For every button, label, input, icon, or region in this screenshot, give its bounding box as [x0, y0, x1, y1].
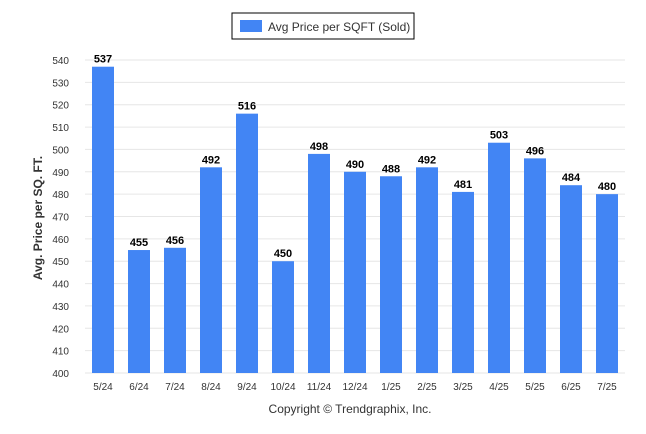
x-tick-label: 8/24: [201, 382, 221, 393]
x-tick-label: 12/24: [342, 382, 367, 393]
x-tick-label: 10/24: [270, 382, 295, 393]
y-tick-label: 540: [52, 56, 69, 67]
bar: [344, 171, 366, 373]
x-tick-label: 11/24: [307, 382, 332, 393]
y-tick-label: 530: [52, 78, 69, 89]
bars: [92, 66, 618, 374]
data-label: 455: [130, 237, 148, 249]
y-tick-label: 460: [52, 235, 69, 246]
bar: [308, 153, 330, 373]
x-tick-label: 5/24: [93, 382, 113, 393]
data-label: 481: [454, 179, 472, 191]
bar: [200, 167, 222, 373]
data-label: 484: [562, 172, 581, 184]
bar: [92, 66, 114, 373]
bar: [380, 176, 402, 373]
x-tick-label: 2/25: [417, 382, 437, 393]
data-label: 496: [526, 145, 544, 157]
bar: [272, 261, 294, 373]
bar: [524, 158, 546, 373]
bar: [560, 185, 582, 373]
y-tick-label: 410: [52, 347, 69, 358]
x-tick-label: 7/25: [597, 382, 617, 393]
data-label: 488: [382, 163, 400, 175]
x-tick-label: 3/25: [453, 382, 473, 393]
y-tick-label: 420: [52, 324, 69, 335]
y-axis-label: Avg. Price per SQ. FT.: [31, 156, 45, 280]
bar: [452, 191, 474, 373]
bar: [128, 250, 150, 373]
legend: Avg Price per SQFT (Sold): [231, 12, 415, 40]
data-label: 537: [94, 54, 112, 66]
x-tick-label: 1/25: [381, 382, 401, 393]
bar: [236, 113, 258, 374]
legend-swatch: [240, 20, 262, 32]
x-tick-label: 6/25: [561, 382, 581, 393]
x-tick-label: 4/25: [489, 382, 509, 393]
copyright-footer: Copyright © Trendgraphix, Inc.: [269, 402, 432, 416]
y-tick-label: 520: [52, 101, 69, 112]
y-tick-label: 470: [52, 213, 69, 224]
x-tick-label: 9/24: [237, 382, 257, 393]
y-tick-label: 490: [52, 168, 69, 179]
x-tick-label: 5/25: [525, 382, 545, 393]
data-label: 498: [310, 141, 328, 153]
bar: [416, 167, 438, 373]
data-label: 503: [490, 130, 508, 142]
data-label: 492: [418, 154, 436, 166]
bar: [488, 142, 510, 373]
y-tick-label: 510: [52, 123, 69, 134]
x-tick-label: 7/24: [165, 382, 185, 393]
data-label: 480: [598, 181, 616, 193]
bar: [164, 247, 186, 373]
x-axis-ticks: 5/24 6/24 7/24 8/24 9/24 10/24 11/24 12/24 1/25 2…: [93, 382, 617, 393]
data-labels: 537 455 456 492 516 450 498 490 488 492 481 503 496 4…: [94, 54, 616, 261]
bar: [596, 194, 618, 373]
data-label: 490: [346, 159, 364, 171]
y-tick-label: 450: [52, 257, 69, 268]
data-label: 516: [238, 101, 256, 113]
y-tick-label: 440: [52, 280, 69, 291]
legend-box: [231, 12, 415, 40]
x-tick-label: 6/24: [129, 382, 149, 393]
data-label: 450: [274, 248, 292, 260]
y-tick-label: 430: [52, 302, 69, 313]
y-axis-ticks: 400 410 420 430 440 450 460 470 480 490 500 510 520 5…: [52, 56, 69, 380]
y-tick-label: 480: [52, 190, 69, 201]
y-tick-label: 500: [52, 145, 69, 156]
data-label: 492: [202, 154, 220, 166]
data-label: 456: [166, 235, 184, 247]
legend-label: Avg Price per SQFT (Sold): [268, 20, 410, 34]
y-tick-label: 400: [52, 369, 69, 380]
